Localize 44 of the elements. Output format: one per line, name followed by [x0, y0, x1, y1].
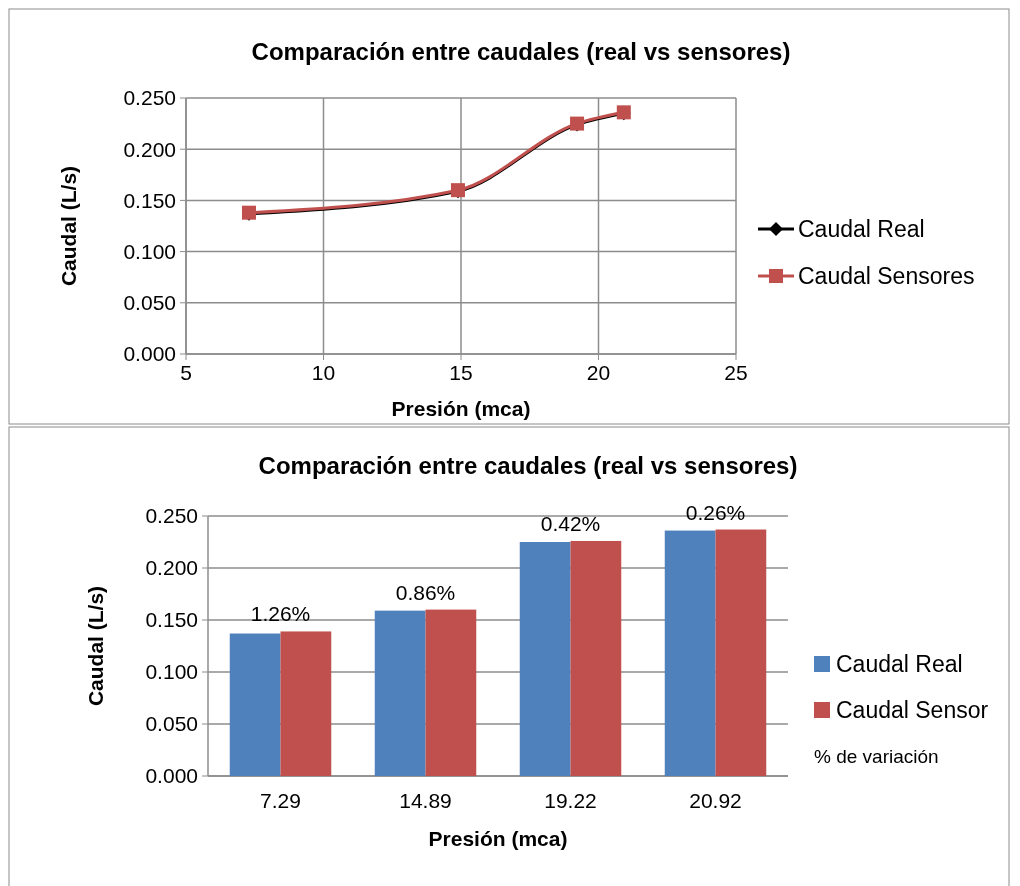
- y-tick-label: 0.100: [145, 660, 198, 684]
- annotation: 0.86%: [395, 580, 456, 604]
- bar: [374, 610, 426, 776]
- x-tick-label: 7.29: [260, 789, 301, 812]
- bar: [425, 609, 477, 776]
- y-tick-label: 0.000: [123, 342, 176, 366]
- legend-label: Caudal Real: [836, 651, 963, 678]
- chart-title: Comparación entre caudales (real vs sensores): [251, 38, 791, 65]
- bar: [715, 529, 767, 776]
- x-tick-label: 10: [311, 361, 336, 384]
- annotation: 1.26%: [250, 602, 311, 626]
- legend-label: Caudal Real: [798, 216, 925, 243]
- y-tick-label: 0.150: [145, 608, 198, 632]
- y-axis-title: Caudal (L/s): [84, 585, 107, 707]
- bar: [570, 540, 622, 776]
- annotation: 0.26%: [685, 500, 746, 524]
- x-axis-title: Presión (mca): [428, 827, 568, 850]
- y-tick-label: 0.250: [123, 86, 176, 110]
- y-tick-label: 0.200: [145, 556, 198, 580]
- x-tick-label: 20.92: [689, 789, 742, 812]
- bar: [664, 530, 716, 776]
- y-tick-label: 0.050: [123, 291, 176, 315]
- y-tick-label: 0.200: [123, 137, 176, 161]
- y-tick-label: 0.250: [145, 504, 198, 528]
- x-axis-title: Presión (mca): [391, 397, 531, 420]
- bar: [519, 542, 571, 776]
- y-tick-label: 0.100: [123, 239, 176, 263]
- legend-label: Caudal Sensores: [798, 263, 975, 290]
- y-axis-title: Caudal (L/s): [57, 165, 80, 287]
- x-tick-label: 14.89: [399, 789, 452, 812]
- bar: [280, 631, 332, 776]
- y-tick-label: 0.150: [123, 188, 176, 212]
- x-tick-label: 20: [586, 361, 611, 384]
- x-tick-label: 25: [724, 361, 748, 384]
- x-tick-label: 19.22: [544, 789, 597, 812]
- chart-title: Comparación entre caudales (real vs sensores): [258, 452, 798, 479]
- legend-label: Caudal Sensor: [836, 697, 989, 724]
- x-tick-label: 5: [180, 361, 192, 384]
- bar: [229, 633, 281, 776]
- y-tick-label: 0.050: [145, 712, 198, 736]
- annotation: 0.42%: [540, 511, 601, 535]
- x-tick-label: 15: [449, 361, 473, 384]
- text: % de variación: [814, 745, 939, 767]
- y-tick-label: 0.000: [145, 764, 198, 788]
